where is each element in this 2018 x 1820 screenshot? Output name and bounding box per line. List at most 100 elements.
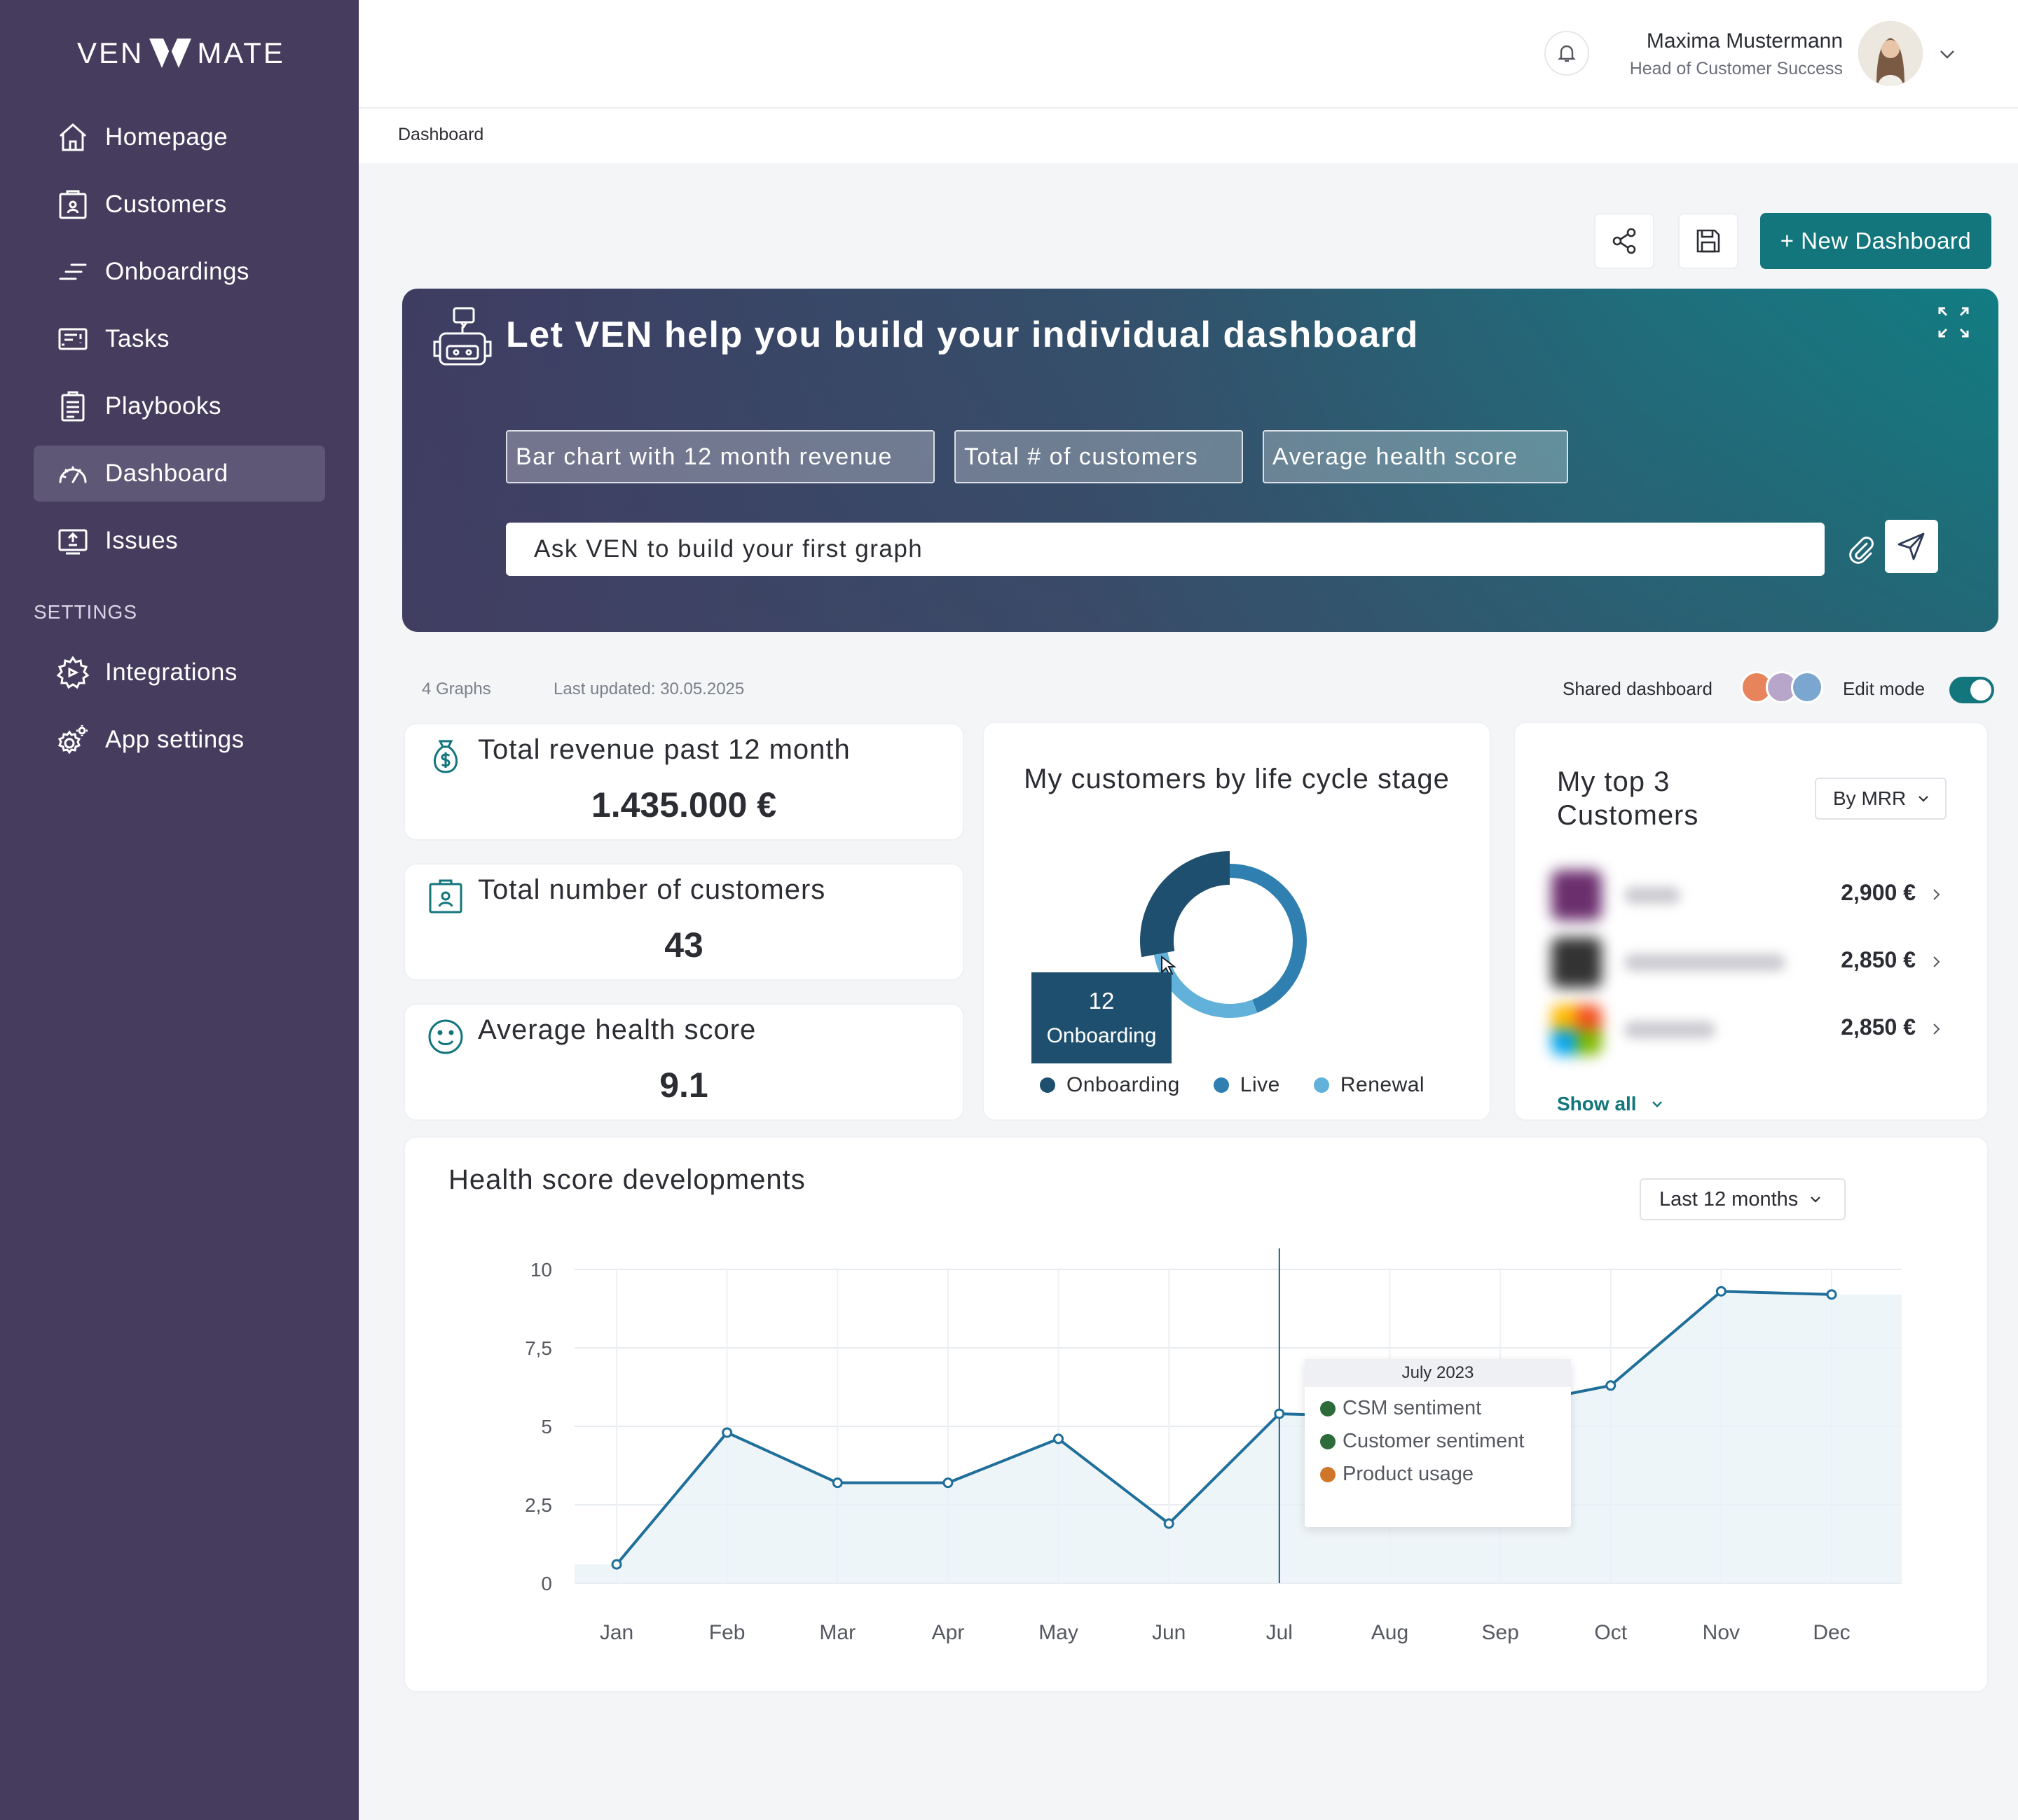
customer-amount: 2,850 € xyxy=(1841,947,1916,972)
customer-logo-blurred xyxy=(1551,1005,1602,1055)
customer-row[interactable]: 2,850 € xyxy=(1551,935,1958,991)
data-point-jun[interactable] xyxy=(1163,1518,1174,1529)
kpi-card-revenue[interactable]: Total revenue past 12 month 1.435.000 € xyxy=(404,723,964,841)
notifications-button[interactable] xyxy=(1544,31,1589,76)
legend-label: Live xyxy=(1240,1073,1280,1096)
series-line xyxy=(615,1290,1832,1566)
customer-amount: 2,850 € xyxy=(1841,1014,1916,1040)
sidebar-item-issues[interactable]: Issues xyxy=(34,513,325,569)
health-line-chart[interactable]: 0 2,5 5 7,5 10 Jan Feb Mar Apr May Jun Jul Aug Sep Oct… xyxy=(405,1138,1990,1694)
suggestion-chip-revenue[interactable]: Bar chart with 12 month revenue xyxy=(506,430,935,483)
data-point-jul[interactable] xyxy=(1274,1408,1285,1419)
x-tick-label: Apr xyxy=(932,1621,965,1644)
sidebar-item-app-settings[interactable]: App settings xyxy=(34,712,325,768)
sidebar-item-playbooks[interactable]: Playbooks xyxy=(34,378,325,434)
x-tick-label: Feb xyxy=(709,1621,746,1644)
money-bag-icon xyxy=(434,740,458,773)
kpi-value: 9.1 xyxy=(659,1066,708,1105)
title-line: My top 3 xyxy=(1557,766,1670,797)
user-name: Maxima Mustermann xyxy=(1646,29,1843,53)
data-point-apr[interactable] xyxy=(942,1477,954,1489)
kpi-value: 43 xyxy=(664,925,703,965)
sidebar-item-label: Customers xyxy=(105,191,227,218)
attach-icon[interactable] xyxy=(1846,534,1876,565)
send-button[interactable] xyxy=(1885,520,1938,573)
x-tick-label: Dec xyxy=(1813,1621,1850,1644)
save-button[interactable] xyxy=(1678,213,1738,269)
sidebar-item-tasks[interactable]: Tasks xyxy=(34,311,325,367)
donut-slice-onboarding[interactable] xyxy=(1140,851,1230,958)
chevron-down-icon[interactable] xyxy=(1937,43,1958,64)
sort-dropdown[interactable]: By MRR xyxy=(1815,778,1947,820)
new-dashboard-button[interactable]: + New Dashboard xyxy=(1760,213,1991,269)
data-point-jan[interactable] xyxy=(611,1559,622,1570)
shared-users-avatars[interactable] xyxy=(1741,671,1823,706)
expand-icon[interactable] xyxy=(1937,305,1970,339)
avatar-photo xyxy=(1858,21,1923,85)
legend-item-live[interactable]: Live xyxy=(1213,1073,1280,1097)
send-icon xyxy=(1897,532,1925,560)
customer-logo-blurred xyxy=(1551,870,1602,921)
data-point-nov[interactable] xyxy=(1715,1285,1727,1297)
logo-mark-icon xyxy=(149,39,192,68)
data-point-feb[interactable] xyxy=(722,1427,733,1438)
y-tick-label: 2,5 xyxy=(525,1494,552,1516)
donut-slice-live[interactable] xyxy=(1230,864,1307,1013)
tooltip-item: Product usage xyxy=(1320,1463,1571,1486)
legend-item-onboarding[interactable]: Onboarding xyxy=(1040,1073,1180,1097)
save-icon xyxy=(1696,229,1720,253)
lifecycle-card: My customers by life cycle stage 12 Onbo… xyxy=(982,722,1491,1121)
share-icon xyxy=(1612,228,1636,254)
sidebar-item-homepage[interactable]: Homepage xyxy=(34,109,325,165)
legend-item-renewal[interactable]: Renewal xyxy=(1313,1073,1425,1097)
sidebar-item-dashboard[interactable]: Dashboard xyxy=(34,446,325,502)
sidebar-item-customers[interactable]: Customers xyxy=(34,177,325,233)
ask-ven-input[interactable]: Ask VEN to build your first graph xyxy=(506,523,1825,576)
sidebar-item-integrations[interactable]: Integrations xyxy=(34,644,325,701)
sidebar-item-label: Homepage xyxy=(105,123,228,151)
kpi-card-customers[interactable]: Total number of customers 43 xyxy=(404,863,964,981)
sidebar-item-label: App settings xyxy=(105,726,245,753)
show-all-button[interactable]: Show all xyxy=(1557,1093,1665,1115)
customer-name-blurred xyxy=(1624,887,1680,904)
lifecycle-tooltip: 12 Onboarding xyxy=(1031,972,1172,1063)
logo-text-left: VEN xyxy=(77,36,144,69)
kpi-value: 1.435.000 € xyxy=(591,785,777,825)
health-title: Health score developments xyxy=(448,1164,806,1195)
data-point-mar[interactable] xyxy=(832,1477,843,1489)
period-label: Last 12 months xyxy=(1659,1187,1799,1211)
tooltip-item: Customer sentiment xyxy=(1320,1430,1571,1453)
kpi-title: Average health score xyxy=(478,1014,757,1045)
suggestion-chip-customers[interactable]: Total # of customers xyxy=(954,430,1243,483)
chevron-right-icon xyxy=(1933,1023,1940,1035)
edit-mode-toggle[interactable] xyxy=(1949,677,1994,703)
suggestion-chip-health[interactable]: Average health score xyxy=(1263,430,1568,483)
customer-row[interactable]: 2,850 € xyxy=(1551,1002,1958,1058)
avatar[interactable] xyxy=(1858,21,1923,85)
share-button[interactable] xyxy=(1594,213,1654,269)
sidebar-item-onboardings[interactable]: Onboardings xyxy=(34,244,325,300)
customer-row[interactable]: 2,900 € xyxy=(1551,867,1958,923)
kpi-card-health[interactable]: Average health score 9.1 xyxy=(404,1003,964,1121)
breadcrumb[interactable]: Dashboard xyxy=(398,125,484,144)
integrations-icon xyxy=(55,654,91,691)
top-customers-card: My top 3 Customers By MRR 2,900 € 2,850 … xyxy=(1514,722,1989,1121)
customer-name-blurred xyxy=(1624,954,1785,971)
data-point-dec[interactable] xyxy=(1826,1289,1837,1300)
tooltip-label: CSM sentiment xyxy=(1343,1397,1482,1419)
breadcrumb-bar xyxy=(359,109,2018,163)
tooltip-title: July 2023 xyxy=(1305,1359,1571,1387)
customer-amount: 2,900 € xyxy=(1841,880,1916,905)
app-logo[interactable]: VEN MATE xyxy=(77,28,301,78)
gear-icon xyxy=(55,722,91,758)
period-dropdown[interactable]: Last 12 months xyxy=(1640,1178,1846,1220)
x-tick-label: Mar xyxy=(819,1621,856,1644)
smiley-icon xyxy=(428,1019,463,1054)
data-point-may[interactable] xyxy=(1053,1433,1064,1445)
tasks-icon xyxy=(55,321,91,357)
customers-icon xyxy=(429,879,462,914)
chevron-down-icon xyxy=(1919,796,1929,802)
data-point-oct[interactable] xyxy=(1605,1380,1617,1391)
tooltip-label: Onboarding xyxy=(1046,1024,1157,1047)
top-bar: Maxima Mustermann Head of Customer Succe… xyxy=(359,0,2018,109)
